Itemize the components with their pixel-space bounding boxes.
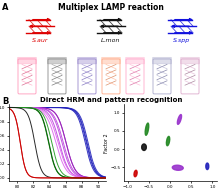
FancyBboxPatch shape xyxy=(48,59,66,94)
Text: S.aur: S.aur xyxy=(32,38,48,43)
FancyBboxPatch shape xyxy=(152,57,171,64)
Ellipse shape xyxy=(172,165,183,170)
Text: Multiplex LAMP reaction: Multiplex LAMP reaction xyxy=(58,3,164,12)
FancyBboxPatch shape xyxy=(78,57,97,64)
Ellipse shape xyxy=(206,163,209,170)
Ellipse shape xyxy=(142,144,146,150)
Ellipse shape xyxy=(177,115,181,124)
Text: L.mon: L.mon xyxy=(101,38,121,43)
Ellipse shape xyxy=(145,123,149,135)
Ellipse shape xyxy=(166,136,170,146)
FancyBboxPatch shape xyxy=(181,57,200,64)
FancyBboxPatch shape xyxy=(18,59,36,94)
Ellipse shape xyxy=(134,170,137,177)
FancyBboxPatch shape xyxy=(181,59,199,94)
FancyBboxPatch shape xyxy=(126,57,145,64)
Text: S.spp: S.spp xyxy=(173,38,191,43)
Text: A: A xyxy=(2,3,8,12)
Y-axis label: Factor 2: Factor 2 xyxy=(104,133,109,153)
FancyBboxPatch shape xyxy=(102,59,120,94)
FancyBboxPatch shape xyxy=(78,59,96,94)
FancyBboxPatch shape xyxy=(153,59,171,94)
FancyBboxPatch shape xyxy=(48,57,67,64)
Text: B: B xyxy=(2,98,8,106)
FancyBboxPatch shape xyxy=(17,57,36,64)
FancyBboxPatch shape xyxy=(126,59,144,94)
FancyBboxPatch shape xyxy=(101,57,120,64)
Text: Direct HRM and pattern recognition: Direct HRM and pattern recognition xyxy=(40,98,182,104)
